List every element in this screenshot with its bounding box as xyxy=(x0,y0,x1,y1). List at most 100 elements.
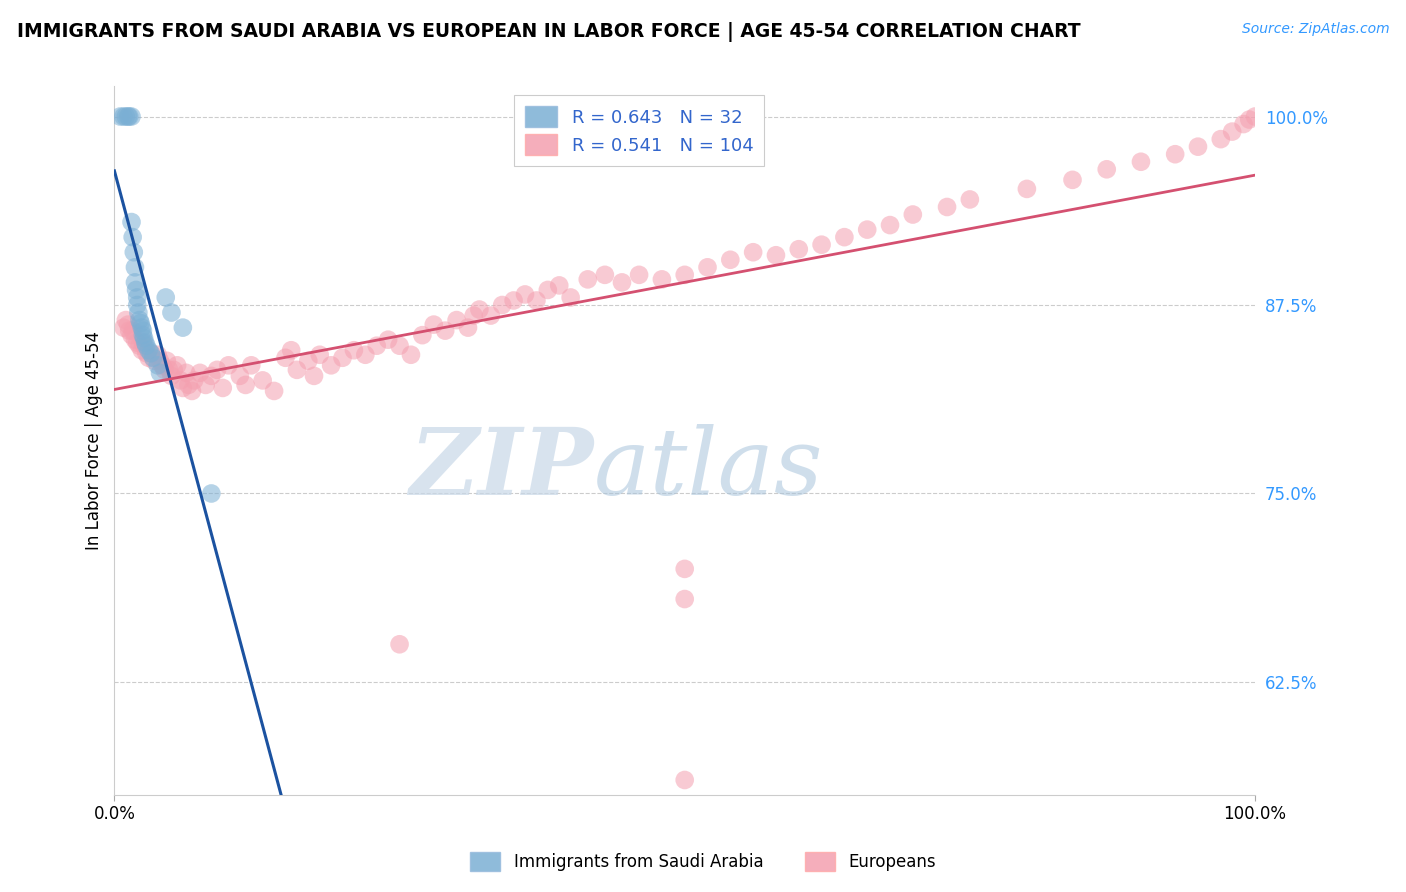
Point xyxy=(114,110,136,124)
Point xyxy=(146,359,169,373)
Point xyxy=(128,339,150,353)
Point xyxy=(135,339,157,353)
Point xyxy=(446,313,468,327)
Point xyxy=(1015,182,1038,196)
Point xyxy=(388,637,411,651)
Point xyxy=(139,346,162,360)
Point xyxy=(114,313,136,327)
Point xyxy=(651,272,673,286)
Legend: R = 0.643   N = 32, R = 0.541   N = 104: R = 0.643 N = 32, R = 0.541 N = 104 xyxy=(515,95,765,166)
Point xyxy=(181,384,204,398)
Point xyxy=(434,324,457,338)
Point xyxy=(628,268,651,282)
Point xyxy=(108,110,131,124)
Point xyxy=(138,343,160,358)
Point xyxy=(879,218,901,232)
Point xyxy=(252,373,274,387)
Point xyxy=(399,348,422,362)
Point xyxy=(718,252,741,267)
Text: ZIP: ZIP xyxy=(409,424,593,514)
Point xyxy=(423,318,446,332)
Point xyxy=(263,384,285,398)
Point xyxy=(153,363,176,377)
Point xyxy=(129,316,152,330)
Point xyxy=(787,242,810,256)
Point xyxy=(135,346,157,360)
Point xyxy=(502,293,524,308)
Point xyxy=(112,110,135,124)
Point xyxy=(479,309,502,323)
Point xyxy=(132,328,155,343)
Point xyxy=(156,353,179,368)
Point xyxy=(163,363,186,377)
Point xyxy=(194,378,217,392)
Point xyxy=(1209,132,1232,146)
Point xyxy=(280,343,302,358)
Point xyxy=(139,346,162,360)
Point xyxy=(302,368,325,383)
Point xyxy=(411,328,433,343)
Point xyxy=(1239,112,1261,127)
Point xyxy=(1232,117,1254,131)
Point xyxy=(127,298,149,312)
Point xyxy=(217,359,239,373)
Point xyxy=(177,378,200,392)
Point xyxy=(174,366,197,380)
Point xyxy=(354,348,377,362)
Point xyxy=(343,343,366,358)
Point xyxy=(468,302,491,317)
Point xyxy=(149,353,172,368)
Text: atlas: atlas xyxy=(593,424,823,514)
Point xyxy=(673,268,696,282)
Point xyxy=(150,359,173,373)
Point xyxy=(463,309,485,323)
Point xyxy=(155,290,177,304)
Point xyxy=(1220,125,1243,139)
Point xyxy=(1129,154,1152,169)
Point xyxy=(125,283,148,297)
Point xyxy=(121,110,143,124)
Point xyxy=(513,287,536,301)
Point xyxy=(1095,162,1118,177)
Point xyxy=(901,208,924,222)
Point xyxy=(673,562,696,576)
Point xyxy=(132,324,155,338)
Point xyxy=(157,363,180,377)
Point xyxy=(696,260,718,275)
Point xyxy=(124,276,146,290)
Point xyxy=(118,110,141,124)
Point xyxy=(188,366,211,380)
Point xyxy=(143,353,166,368)
Point xyxy=(166,359,188,373)
Legend: Immigrants from Saudi Arabia, Europeans: Immigrants from Saudi Arabia, Europeans xyxy=(463,843,943,880)
Point xyxy=(160,305,183,319)
Point xyxy=(160,368,183,383)
Point xyxy=(124,333,146,347)
Point xyxy=(297,353,319,368)
Y-axis label: In Labor Force | Age 45-54: In Labor Force | Age 45-54 xyxy=(86,331,103,550)
Point xyxy=(673,772,696,787)
Point xyxy=(810,237,832,252)
Point xyxy=(172,381,194,395)
Point xyxy=(936,200,959,214)
Point xyxy=(121,215,143,229)
Point xyxy=(240,359,263,373)
Point xyxy=(205,363,228,377)
Point xyxy=(127,335,149,350)
Point xyxy=(388,339,411,353)
Point xyxy=(959,193,981,207)
Point xyxy=(200,486,222,500)
Point xyxy=(121,328,143,343)
Point xyxy=(127,305,149,319)
Point xyxy=(112,320,135,334)
Point xyxy=(200,368,222,383)
Point xyxy=(548,278,571,293)
Point xyxy=(576,272,599,286)
Point xyxy=(134,335,156,350)
Point xyxy=(526,293,548,308)
Point xyxy=(131,320,153,334)
Point xyxy=(834,230,856,244)
Point xyxy=(321,359,343,373)
Point xyxy=(1062,173,1084,187)
Point xyxy=(211,381,233,395)
